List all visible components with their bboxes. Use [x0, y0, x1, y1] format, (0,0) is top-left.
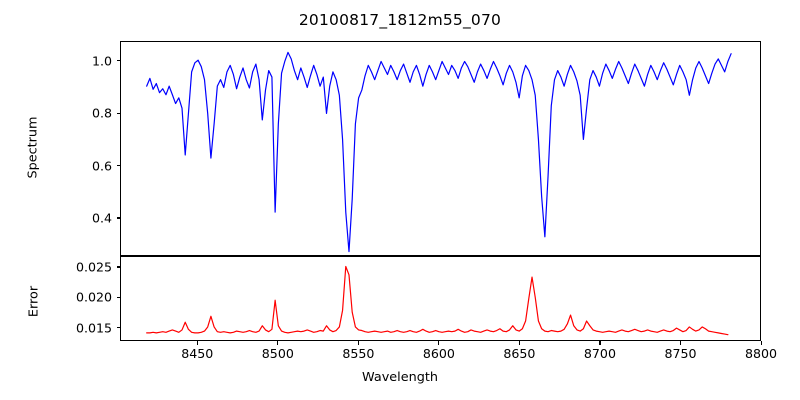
spectrum-y-tick-mark [116, 165, 120, 167]
error-y-tick-label: 0.015 [75, 320, 112, 336]
error-plot-area [120, 256, 761, 341]
error-y-tick-mark [116, 327, 120, 329]
x-tick-label: 8550 [342, 346, 375, 361]
spectrum-y-axis-label: Spectrum [25, 116, 41, 179]
x-tick-label: 8750 [664, 346, 697, 361]
x-tick-label: 8650 [503, 346, 536, 361]
spectrum-y-tick-mark [116, 112, 120, 114]
x-tick-label: 8600 [422, 346, 455, 361]
x-tick-mark [196, 341, 198, 345]
x-tick-label: 8800 [744, 346, 778, 361]
spectrum-y-tick-mark [116, 60, 120, 62]
x-tick-mark [760, 341, 762, 345]
x-tick-mark [518, 341, 520, 345]
x-axis-label: Wavelength [362, 370, 438, 385]
x-tick-mark [438, 341, 440, 345]
spectrum-plot-area [120, 41, 761, 256]
error-y-axis-label: Error [26, 285, 42, 318]
x-tick-mark [277, 341, 279, 345]
x-tick-mark [679, 341, 682, 345]
error-y-tick-label: 0.025 [75, 259, 112, 275]
spectrum-y-tick-label: 0.4 [91, 210, 112, 226]
error-y-tick-label: 0.020 [75, 289, 112, 305]
page-title: 20100817_1812m55_070 [298, 11, 502, 29]
x-tick-mark [599, 341, 601, 345]
error-line-series [121, 257, 760, 340]
spectrum-line-series [121, 42, 760, 255]
spectrum-y-tick-label: 0.6 [91, 158, 112, 174]
x-tick-label: 8450 [181, 346, 214, 361]
spectrum-y-tick-label: 0.8 [91, 105, 112, 121]
x-tick-mark [357, 341, 359, 345]
error-y-tick-mark [116, 266, 120, 268]
error-y-tick-mark [116, 296, 120, 298]
spectrum-y-tick-label: 1.0 [91, 53, 112, 69]
x-tick-label: 8700 [583, 346, 616, 361]
x-tick-label: 8500 [261, 346, 294, 361]
spectrum-y-tick-mark [116, 217, 120, 219]
